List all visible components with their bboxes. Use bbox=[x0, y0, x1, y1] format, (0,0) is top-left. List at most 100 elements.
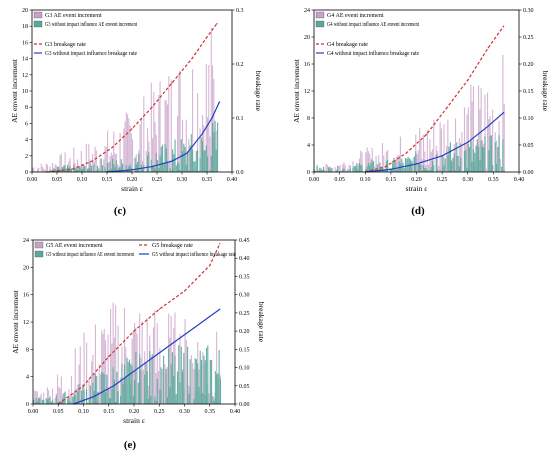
line-point bbox=[183, 290, 186, 292]
y2-tick-label: 0.35 bbox=[239, 274, 250, 280]
bar bbox=[381, 142, 384, 172]
y-tick-label: 2 bbox=[25, 154, 28, 160]
x-tick-label: 0.15 bbox=[102, 177, 113, 183]
bar bbox=[374, 166, 376, 172]
bar bbox=[115, 305, 117, 404]
bar bbox=[214, 371, 216, 404]
bar-series-group bbox=[314, 54, 505, 173]
bar bbox=[65, 168, 67, 172]
bar bbox=[192, 69, 194, 172]
y2-tick-label: 0.30 bbox=[239, 293, 250, 299]
bar bbox=[151, 354, 153, 404]
bar bbox=[34, 390, 36, 404]
bar bbox=[433, 165, 435, 172]
bar bbox=[48, 390, 50, 404]
bar bbox=[157, 160, 159, 172]
bar bbox=[346, 170, 348, 172]
bar bbox=[36, 391, 38, 404]
line-point bbox=[158, 308, 160, 310]
bar bbox=[73, 147, 75, 172]
bar bbox=[371, 160, 373, 172]
x-tick-label: 0.35 bbox=[488, 177, 499, 183]
bar bbox=[164, 364, 166, 404]
bar bbox=[219, 379, 221, 404]
bar bbox=[86, 342, 88, 404]
bar bbox=[198, 369, 200, 404]
bar bbox=[207, 345, 209, 404]
y2-tick-label: 0.2 bbox=[236, 62, 244, 68]
bar bbox=[159, 81, 161, 172]
bar bbox=[325, 163, 327, 172]
bar bbox=[37, 168, 39, 172]
bar bbox=[357, 169, 359, 172]
bar bbox=[70, 376, 73, 404]
line-point bbox=[209, 315, 211, 318]
bar bbox=[209, 360, 211, 404]
y-tick-label: 12 bbox=[304, 89, 310, 95]
line-point bbox=[503, 25, 505, 27]
bar bbox=[461, 132, 463, 172]
bar bbox=[70, 169, 72, 172]
bar bbox=[213, 132, 215, 172]
bar bbox=[160, 367, 162, 404]
bar bbox=[111, 343, 113, 404]
bar bbox=[177, 162, 179, 172]
legend-label: G4 breakage rate bbox=[327, 42, 368, 48]
bar bbox=[348, 164, 350, 172]
bar bbox=[426, 129, 428, 172]
legend-swatch bbox=[34, 241, 44, 249]
y-tick-label: 12 bbox=[23, 320, 29, 326]
bar bbox=[119, 132, 121, 172]
bar bbox=[361, 152, 363, 172]
bar bbox=[95, 150, 97, 172]
bar bbox=[353, 166, 355, 172]
bar bbox=[127, 362, 129, 404]
bar bbox=[439, 170, 441, 172]
line-point bbox=[503, 112, 505, 114]
bar bbox=[123, 307, 126, 404]
bar-series-group bbox=[33, 302, 221, 404]
bar bbox=[68, 161, 70, 172]
bar bbox=[322, 167, 325, 172]
bar bbox=[475, 145, 477, 172]
bar bbox=[383, 169, 385, 172]
x-axis-label: strain ε bbox=[123, 416, 145, 425]
bar bbox=[43, 168, 45, 172]
bar bbox=[399, 136, 401, 172]
bar bbox=[167, 161, 169, 172]
bar bbox=[419, 127, 421, 172]
bar bbox=[40, 393, 42, 404]
line-point bbox=[131, 169, 133, 171]
legend-swatch bbox=[33, 11, 43, 19]
y-tick-label: 18 bbox=[22, 24, 28, 30]
bar bbox=[179, 382, 181, 404]
bar bbox=[503, 103, 505, 172]
bar bbox=[54, 169, 56, 172]
bar bbox=[64, 391, 66, 404]
bar bbox=[182, 120, 184, 172]
bar bbox=[104, 146, 106, 172]
line-point bbox=[113, 385, 115, 387]
bar bbox=[422, 165, 425, 172]
bar bbox=[123, 364, 126, 404]
bar bbox=[38, 167, 40, 172]
bar bbox=[83, 165, 85, 172]
bar bbox=[113, 163, 115, 172]
x-tick-label: 0.30 bbox=[463, 177, 474, 183]
x-tick-label: 0.00 bbox=[27, 177, 38, 183]
bar bbox=[68, 396, 70, 404]
bar bbox=[365, 168, 367, 172]
bar bbox=[339, 164, 341, 172]
bar bbox=[479, 109, 481, 172]
bar bbox=[73, 392, 75, 404]
bar bbox=[448, 146, 450, 172]
y-tick-label: 16 bbox=[23, 293, 29, 299]
bar bbox=[109, 161, 111, 172]
bar bbox=[58, 401, 60, 404]
bar bbox=[44, 171, 46, 172]
bar bbox=[112, 302, 114, 404]
bar bbox=[113, 337, 115, 404]
bar bbox=[115, 160, 117, 172]
bar bbox=[210, 27, 212, 172]
bar bbox=[108, 388, 110, 404]
